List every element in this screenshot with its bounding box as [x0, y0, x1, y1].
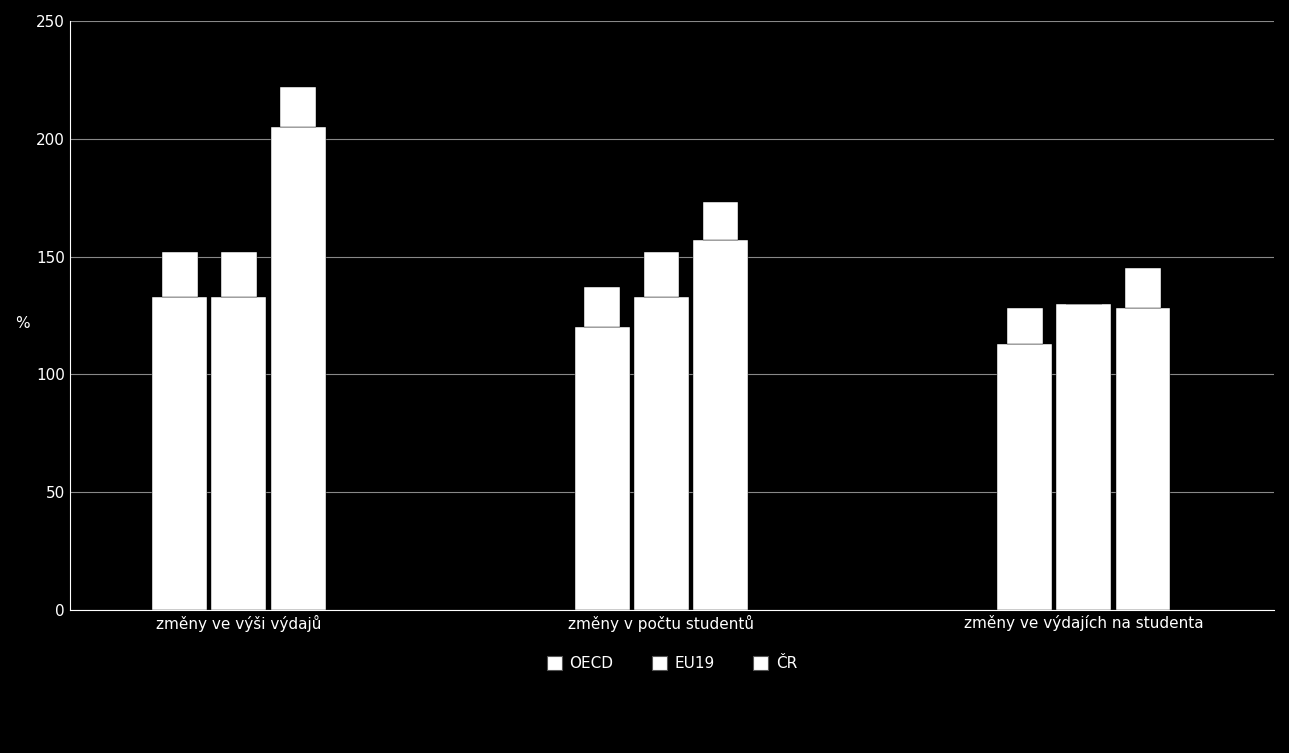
Bar — [693, 240, 748, 610]
Bar — [998, 344, 1052, 610]
Bar — [703, 203, 739, 240]
Bar — [584, 287, 620, 328]
Bar — [575, 328, 630, 610]
Bar — [271, 127, 326, 610]
Bar — [1007, 309, 1043, 344]
Bar — [152, 297, 208, 610]
Bar — [643, 252, 679, 297]
Bar — [162, 252, 197, 297]
Bar — [222, 252, 257, 297]
Y-axis label: %: % — [15, 316, 30, 331]
Bar — [634, 297, 688, 610]
Bar — [211, 297, 267, 610]
Bar — [1115, 309, 1170, 610]
Bar — [1125, 268, 1161, 309]
Bar — [1057, 303, 1111, 610]
Legend: OECD, EU19, ČR: OECD, EU19, ČR — [539, 648, 804, 679]
Bar — [280, 87, 316, 127]
